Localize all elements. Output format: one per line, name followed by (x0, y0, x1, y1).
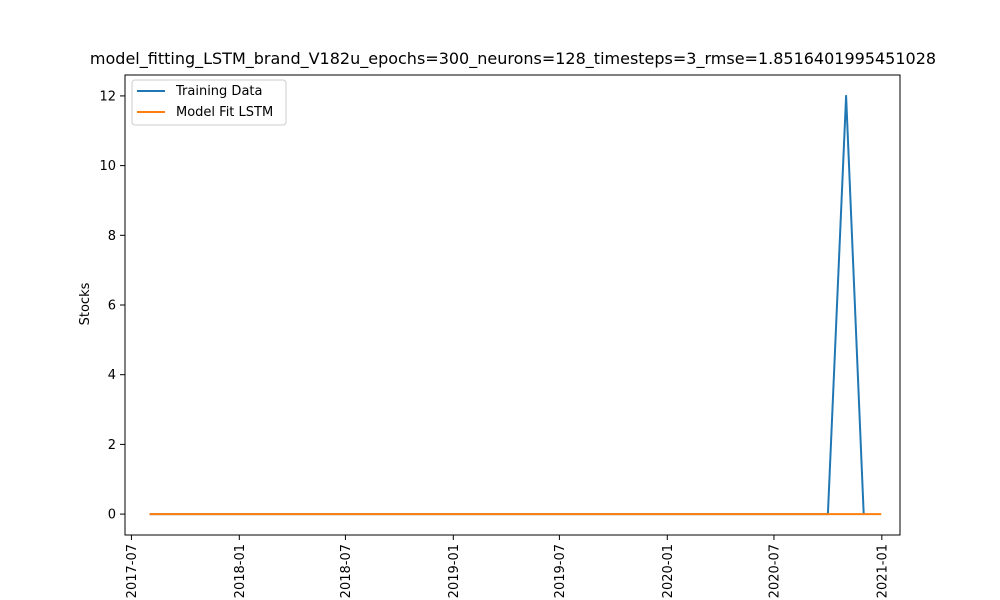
x-tick-label: 2020-07 (767, 544, 782, 598)
x-tick-label: 2018-01 (233, 544, 248, 598)
legend-box (131, 79, 287, 126)
plot-area-frame (124, 74, 901, 536)
y-tick-label: 0 (108, 508, 116, 523)
y-tick-label: 12 (99, 89, 116, 104)
chart-title: model_fitting_LSTM_brand_V182u_epochs=30… (90, 49, 936, 69)
y-tick-label: 4 (108, 368, 116, 383)
x-tick-label: 2019-07 (553, 544, 568, 598)
legend-label-training-data: Training Data (175, 84, 262, 99)
y-axis-label: Stocks (78, 282, 93, 325)
y-tick-label: 10 (99, 159, 116, 174)
x-tick-label: 2018-07 (339, 544, 354, 598)
series-layer (149, 94, 882, 516)
y-tick-label: 6 (108, 299, 116, 314)
y-axis-ticks: 0 2 4 6 8 10 12 (99, 89, 125, 523)
y-tick-label: 8 (108, 229, 116, 244)
y-tick-label: 2 (108, 438, 116, 453)
chart-legend: Training Data Model Fit LSTM (131, 79, 287, 126)
legend-label-model-fit-lstm: Model Fit LSTM (176, 105, 273, 120)
x-tick-label: 2021-01 (875, 544, 890, 598)
x-tick-label: 2017-07 (125, 544, 140, 598)
x-tick-label: 2020-01 (661, 544, 676, 598)
x-axis-ticks: 2017-07 2018-01 2018-07 2019-01 2019-07 2020-… (125, 535, 890, 598)
x-tick-label: 2019-01 (447, 544, 462, 598)
